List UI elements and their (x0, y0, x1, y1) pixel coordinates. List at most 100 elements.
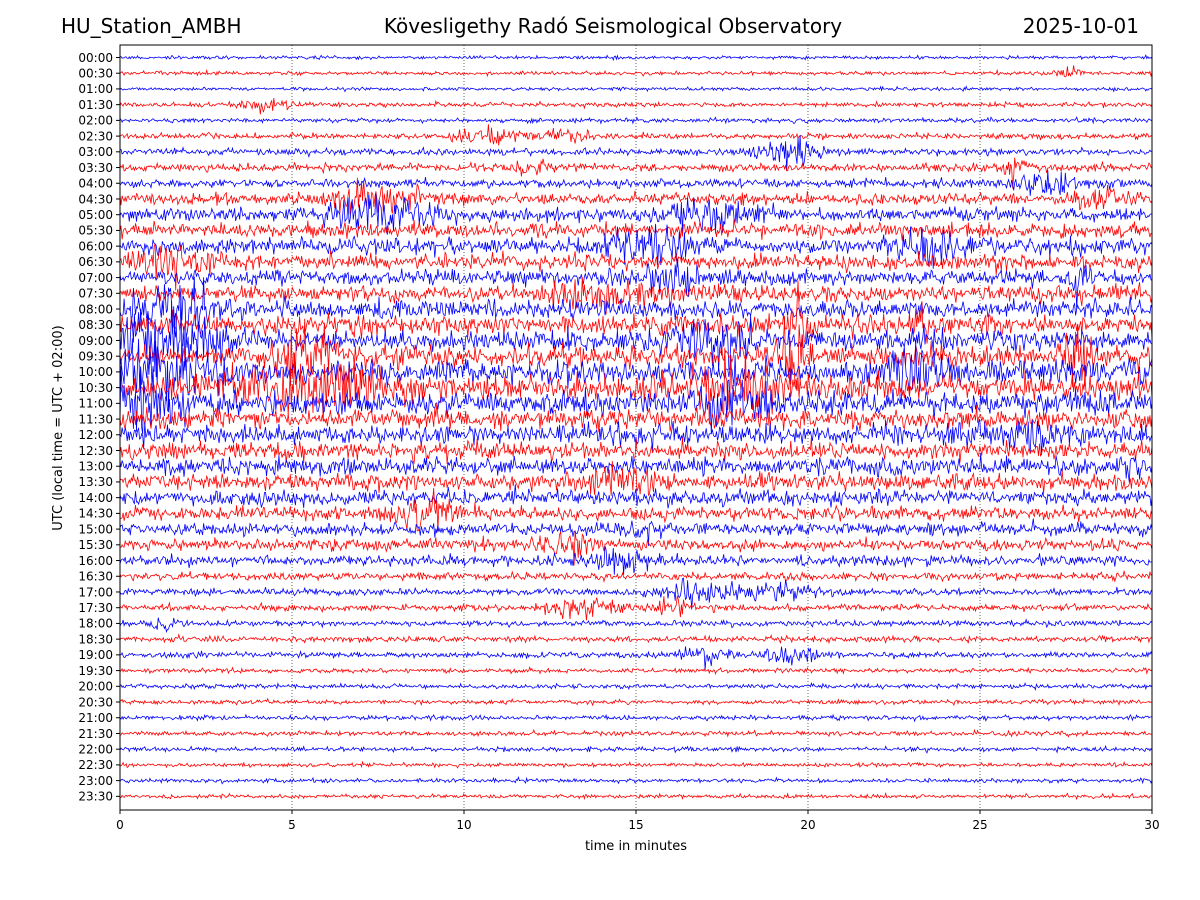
y-tick-label: 14:00 (78, 491, 113, 505)
y-tick-label: 12:00 (78, 428, 113, 442)
trace-row-2230 (119, 760, 1153, 769)
trace-row-1930 (119, 665, 1153, 676)
x-axis-ticks: 0 5 10 15 20 25 30 (116, 810, 1160, 832)
trace-row-1030 (119, 345, 1153, 425)
y-tick-label: 05:00 (78, 208, 113, 222)
y-tick-label: 13:30 (78, 475, 113, 489)
y-tick-label: 01:30 (78, 98, 113, 112)
trace-row-1900 (119, 646, 1153, 670)
trace-row-1500 (119, 518, 1153, 547)
trace-row-1200 (119, 419, 1153, 455)
trace-row-1730 (119, 595, 1153, 621)
y-tick-label: 03:00 (78, 145, 113, 159)
seismic-traces (119, 54, 1153, 801)
y-tick-label: 23:30 (78, 790, 113, 804)
y-tick-label: 19:30 (78, 664, 113, 678)
y-tick-label: 04:30 (78, 192, 113, 206)
trace-row-0330 (119, 157, 1153, 189)
trace-row-2000 (119, 681, 1153, 691)
y-tick-label: 23:00 (78, 774, 113, 788)
y-tick-label: 22:00 (78, 742, 113, 756)
trace-row-1600 (119, 545, 1153, 575)
y-tick-label: 11:00 (78, 397, 113, 411)
trace-row-1000 (119, 333, 1153, 412)
trace-row-0000 (119, 54, 1153, 62)
y-tick-label: 02:00 (78, 114, 113, 128)
trace-row-2130 (119, 728, 1153, 738)
trace-row-1700 (119, 577, 1153, 610)
y-tick-label: 10:30 (78, 381, 113, 395)
y-tick-label: 14:30 (78, 507, 113, 521)
y-tick-label: 19:00 (78, 648, 113, 662)
trace-row-1630 (119, 570, 1153, 583)
x-tick-label: 0 (116, 818, 124, 832)
y-tick-label: 00:00 (78, 51, 113, 65)
y-tick-label: 12:30 (78, 444, 113, 458)
trace-row-1400 (119, 484, 1153, 509)
trace-row-0800 (119, 276, 1153, 339)
trace-row-2200 (119, 744, 1153, 754)
record-date: 2025-10-01 (1022, 14, 1139, 38)
y-tick-label: 15:00 (78, 522, 113, 536)
y-tick-label: 18:00 (78, 617, 113, 631)
y-tick-label: 10:00 (78, 365, 113, 379)
y-tick-label: 20:30 (78, 695, 113, 709)
y-tick-label: 22:30 (78, 758, 113, 772)
x-tick-label: 15 (628, 818, 643, 832)
x-tick-label: 25 (972, 818, 987, 832)
y-tick-label: 05:30 (78, 224, 113, 238)
y-tick-label: 06:30 (78, 255, 113, 269)
observatory-title: Kövesligethy Radó Seismological Observat… (383, 14, 843, 38)
trace-row-0500 (119, 193, 1153, 235)
trace-row-0930 (119, 316, 1153, 390)
y-tick-label: 18:30 (78, 632, 113, 646)
y-tick-label: 21:30 (78, 727, 113, 741)
y-tick-label: 09:00 (78, 334, 113, 348)
trace-row-0230 (119, 124, 1153, 146)
trace-row-1430 (119, 487, 1153, 532)
trace-row-1130 (119, 403, 1153, 433)
x-tick-label: 30 (1144, 818, 1159, 832)
trace-row-0030 (119, 65, 1153, 78)
trace-row-1530 (119, 530, 1153, 566)
y-tick-label: 17:00 (78, 585, 113, 599)
y-tick-label: 16:00 (78, 554, 113, 568)
trace-row-0730 (119, 276, 1153, 315)
trace-row-0530 (119, 218, 1153, 241)
trace-row-1330 (119, 460, 1153, 497)
y-tick-label: 00:30 (78, 67, 113, 81)
trace-row-1800 (119, 617, 1153, 634)
y-tick-label: 01:00 (78, 82, 113, 96)
y-tick-label: 16:30 (78, 570, 113, 584)
trace-row-1100 (119, 365, 1153, 435)
y-tick-label: 21:00 (78, 711, 113, 725)
y-tick-label: 15:30 (78, 538, 113, 552)
trace-row-0630 (119, 243, 1153, 291)
trace-row-0400 (119, 170, 1153, 196)
y-axis-label: UTC (local time = UTC + 02:00) (51, 325, 66, 530)
trace-row-0430 (119, 177, 1153, 215)
trace-row-0900 (119, 294, 1152, 385)
y-tick-label: 02:30 (78, 129, 113, 143)
y-tick-label: 04:00 (78, 177, 113, 191)
trace-row-0130 (119, 98, 1153, 115)
trace-row-2330 (119, 791, 1153, 801)
y-tick-label: 09:30 (78, 349, 113, 363)
trace-row-0300 (119, 134, 1153, 171)
y-tick-label: 06:00 (78, 239, 113, 253)
y-tick-label: 08:30 (78, 318, 113, 332)
vertical-gridlines (291, 45, 981, 810)
trace-row-1300 (119, 453, 1153, 483)
trace-row-2030 (119, 697, 1153, 707)
trace-row-0600 (119, 223, 1153, 269)
y-tick-label: 07:30 (78, 287, 113, 301)
y-tick-label: 07:00 (78, 271, 113, 285)
trace-row-0700 (119, 258, 1153, 310)
x-tick-label: 5 (288, 818, 296, 832)
trace-row-0100 (119, 85, 1153, 93)
y-tick-label: 20:00 (78, 680, 113, 694)
y-tick-label: 17:30 (78, 601, 113, 615)
x-tick-label: 10 (456, 818, 471, 832)
trace-row-0200 (119, 116, 1153, 125)
